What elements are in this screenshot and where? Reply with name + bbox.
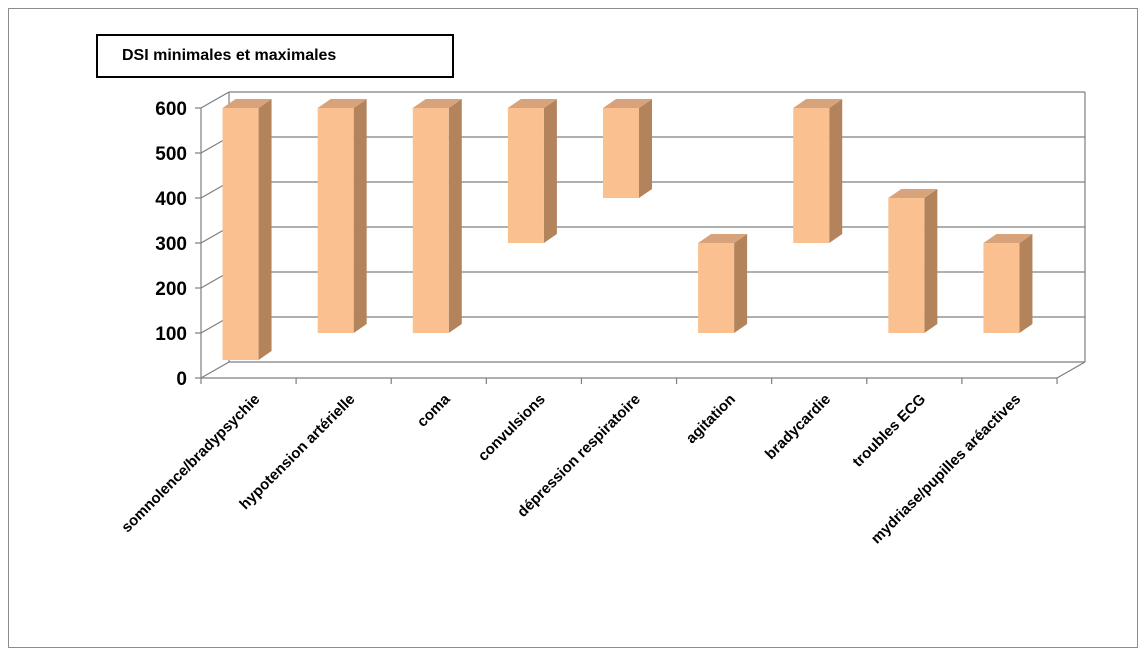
- x-tick-label: somnolence/bradypsychie: [118, 391, 263, 536]
- bar-top: [222, 99, 272, 108]
- bar-front: [412, 108, 449, 333]
- bar-front: [983, 243, 1020, 333]
- y-tick-label: 200: [155, 279, 187, 300]
- bar: [317, 99, 367, 333]
- y-axis: 0 100 200 300 400 500 600: [155, 99, 201, 390]
- chart-frame: [8, 8, 1138, 648]
- x-tick-label: bradycardie: [762, 391, 834, 463]
- bar-top: [888, 189, 938, 198]
- grid-connector: [200, 91, 230, 109]
- bar-front: [603, 108, 639, 198]
- bar-side: [639, 99, 652, 198]
- x-tick-label: agitation: [683, 391, 739, 447]
- bar: [793, 99, 843, 243]
- x-tick-label: coma: [414, 390, 454, 430]
- bar: [888, 189, 938, 333]
- bar-top: [317, 99, 367, 108]
- y-tick-label: 400: [155, 189, 187, 210]
- bar-side: [353, 99, 367, 333]
- floor-right-edge: [1056, 361, 1086, 379]
- bar-side: [448, 99, 462, 333]
- bars: [222, 99, 1033, 360]
- x-tick-label: mydriase/pupilles aréactives: [868, 391, 1024, 547]
- bar-front: [698, 243, 735, 333]
- y-tick-label: 300: [155, 234, 187, 255]
- bar-top: [983, 234, 1033, 243]
- bar-front: [507, 108, 544, 243]
- bar: [412, 99, 462, 333]
- bar: [698, 234, 748, 333]
- y-tick-label: 500: [155, 144, 187, 165]
- x-tick-label: troubles ECG: [849, 391, 929, 471]
- bar: [603, 99, 652, 198]
- y-tick-label: 0: [176, 369, 187, 390]
- x-tick-label: convulsions: [475, 391, 549, 465]
- bar-side: [924, 189, 938, 333]
- bar-top: [507, 99, 557, 108]
- bar: [983, 234, 1033, 333]
- bar: [222, 99, 272, 360]
- bar-side: [1019, 234, 1033, 333]
- bar-top: [698, 234, 748, 243]
- grid-connector: [200, 361, 230, 379]
- bar-top: [412, 99, 462, 108]
- bar-top: [793, 99, 843, 108]
- bar-front: [888, 198, 925, 333]
- bar: [507, 99, 557, 243]
- y-tick-label: 600: [155, 99, 187, 120]
- bar-top: [603, 99, 652, 108]
- bar-front: [222, 108, 259, 360]
- bar-front: [317, 108, 354, 333]
- y-tick-label: 100: [155, 324, 187, 345]
- chart-title: DSI minimales et maximales: [96, 34, 454, 78]
- bar-front: [793, 108, 830, 243]
- bar-side: [829, 99, 843, 243]
- bar-side: [258, 99, 272, 360]
- bar-side: [543, 99, 557, 243]
- bar-side: [734, 234, 748, 333]
